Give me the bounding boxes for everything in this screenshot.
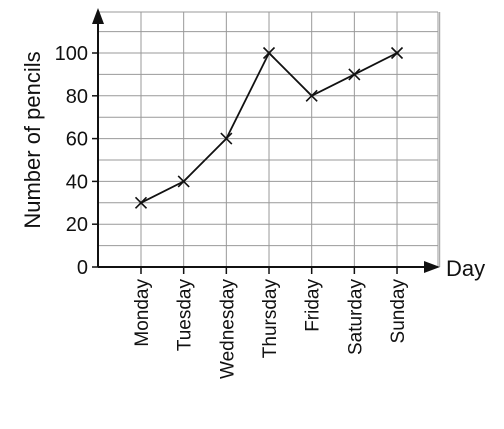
data-point-saturday xyxy=(348,68,361,81)
data-point-monday xyxy=(134,196,148,209)
axes xyxy=(92,8,440,273)
x-tick-label-friday: Friday xyxy=(303,279,324,332)
series-markers xyxy=(134,46,404,209)
y-tick-label: 20 xyxy=(66,214,88,236)
data-point-tuesday xyxy=(177,175,190,188)
x-tick-label-thursday: Thursday xyxy=(260,279,281,359)
y-tick-label: 0 xyxy=(77,257,88,279)
x-tick-label-saturday: Saturday xyxy=(345,279,366,356)
data-point-wednesday xyxy=(220,132,233,145)
x-tick-label-sunday: Sunday xyxy=(388,279,409,344)
data-point-sunday xyxy=(390,46,404,60)
x-tick-labels: Monday Tuesday Wednesday Thursday Friday Satu… xyxy=(132,267,409,379)
x-tick-label-wednesday: Wednesday xyxy=(217,279,238,379)
data-point-thursday xyxy=(262,46,276,60)
y-tick-labels: 0 20 40 60 80 100 xyxy=(55,43,98,279)
grid xyxy=(98,11,441,267)
x-axis-arrow xyxy=(424,261,440,273)
x-axis-label: Day xyxy=(446,256,485,281)
y-tick-label: 80 xyxy=(66,86,88,108)
y-tick-label: 40 xyxy=(66,171,88,193)
y-axis-arrow xyxy=(92,8,104,24)
x-tick-label-tuesday: Tuesday xyxy=(175,279,196,352)
y-axis-label: Number of pencils xyxy=(20,51,45,228)
y-tick-label: 100 xyxy=(55,43,88,65)
y-tick-label: 60 xyxy=(66,129,88,151)
x-tick-label-monday: Monday xyxy=(132,279,153,347)
data-point-friday xyxy=(305,89,318,102)
